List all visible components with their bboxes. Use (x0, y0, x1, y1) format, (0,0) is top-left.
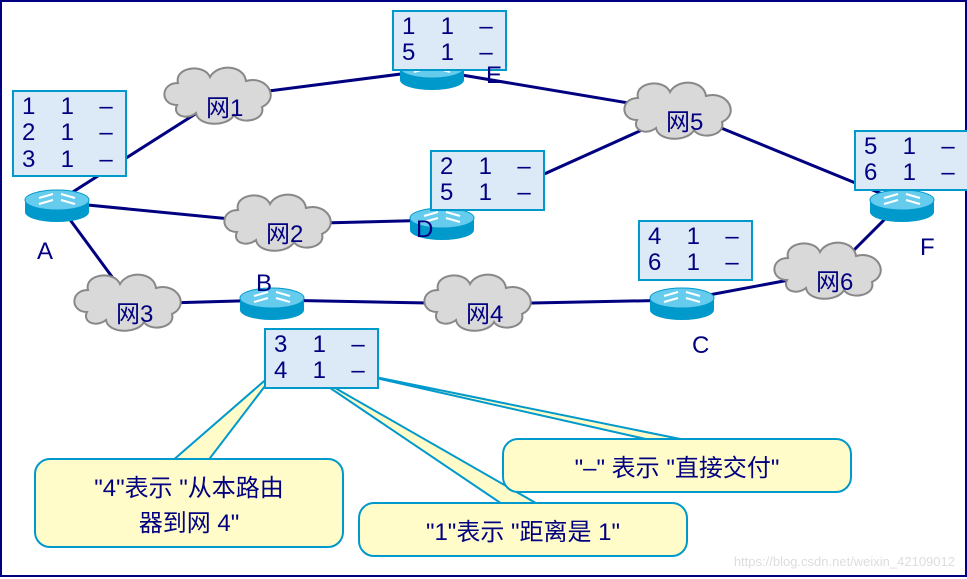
cloud-label-net3: 网3 (116, 294, 153, 329)
cloud-label-net1: 网1 (206, 88, 243, 123)
cloud-label-net6: 网6 (816, 262, 853, 297)
cloud-label-net4: 网4 (466, 294, 503, 329)
cloud-label-net5: 网5 (666, 102, 703, 137)
routing-table-b: 3 1 –4 1 – (264, 328, 379, 389)
router-label-a: A (37, 238, 53, 266)
watermark-text: https://blog.csdn.net/weixin_42109012 (734, 554, 955, 569)
callout-net-meaning: "4"表示 "从本路由器到网 4" (34, 458, 344, 548)
router-label-e: E (486, 62, 502, 90)
callout-dash-meaning: "–" 表示 "直接交付" (502, 438, 852, 493)
routing-table-a: 1 1 –2 1 –3 1 – (12, 90, 127, 177)
routing-table-c: 4 1 –6 1 – (638, 220, 753, 281)
router-label-c: C (692, 332, 709, 360)
routing-table-f: 5 1 –6 1 – (854, 130, 967, 191)
routing-table-d: 2 1 –5 1 – (430, 150, 545, 211)
cloud-label-net2: 网2 (266, 214, 303, 249)
callout-distance-meaning: "1"表示 "距离是 1" (358, 502, 688, 557)
router-label-b: B (256, 270, 272, 298)
router-label-f: F (920, 234, 935, 262)
router-label-d: D (416, 216, 433, 244)
